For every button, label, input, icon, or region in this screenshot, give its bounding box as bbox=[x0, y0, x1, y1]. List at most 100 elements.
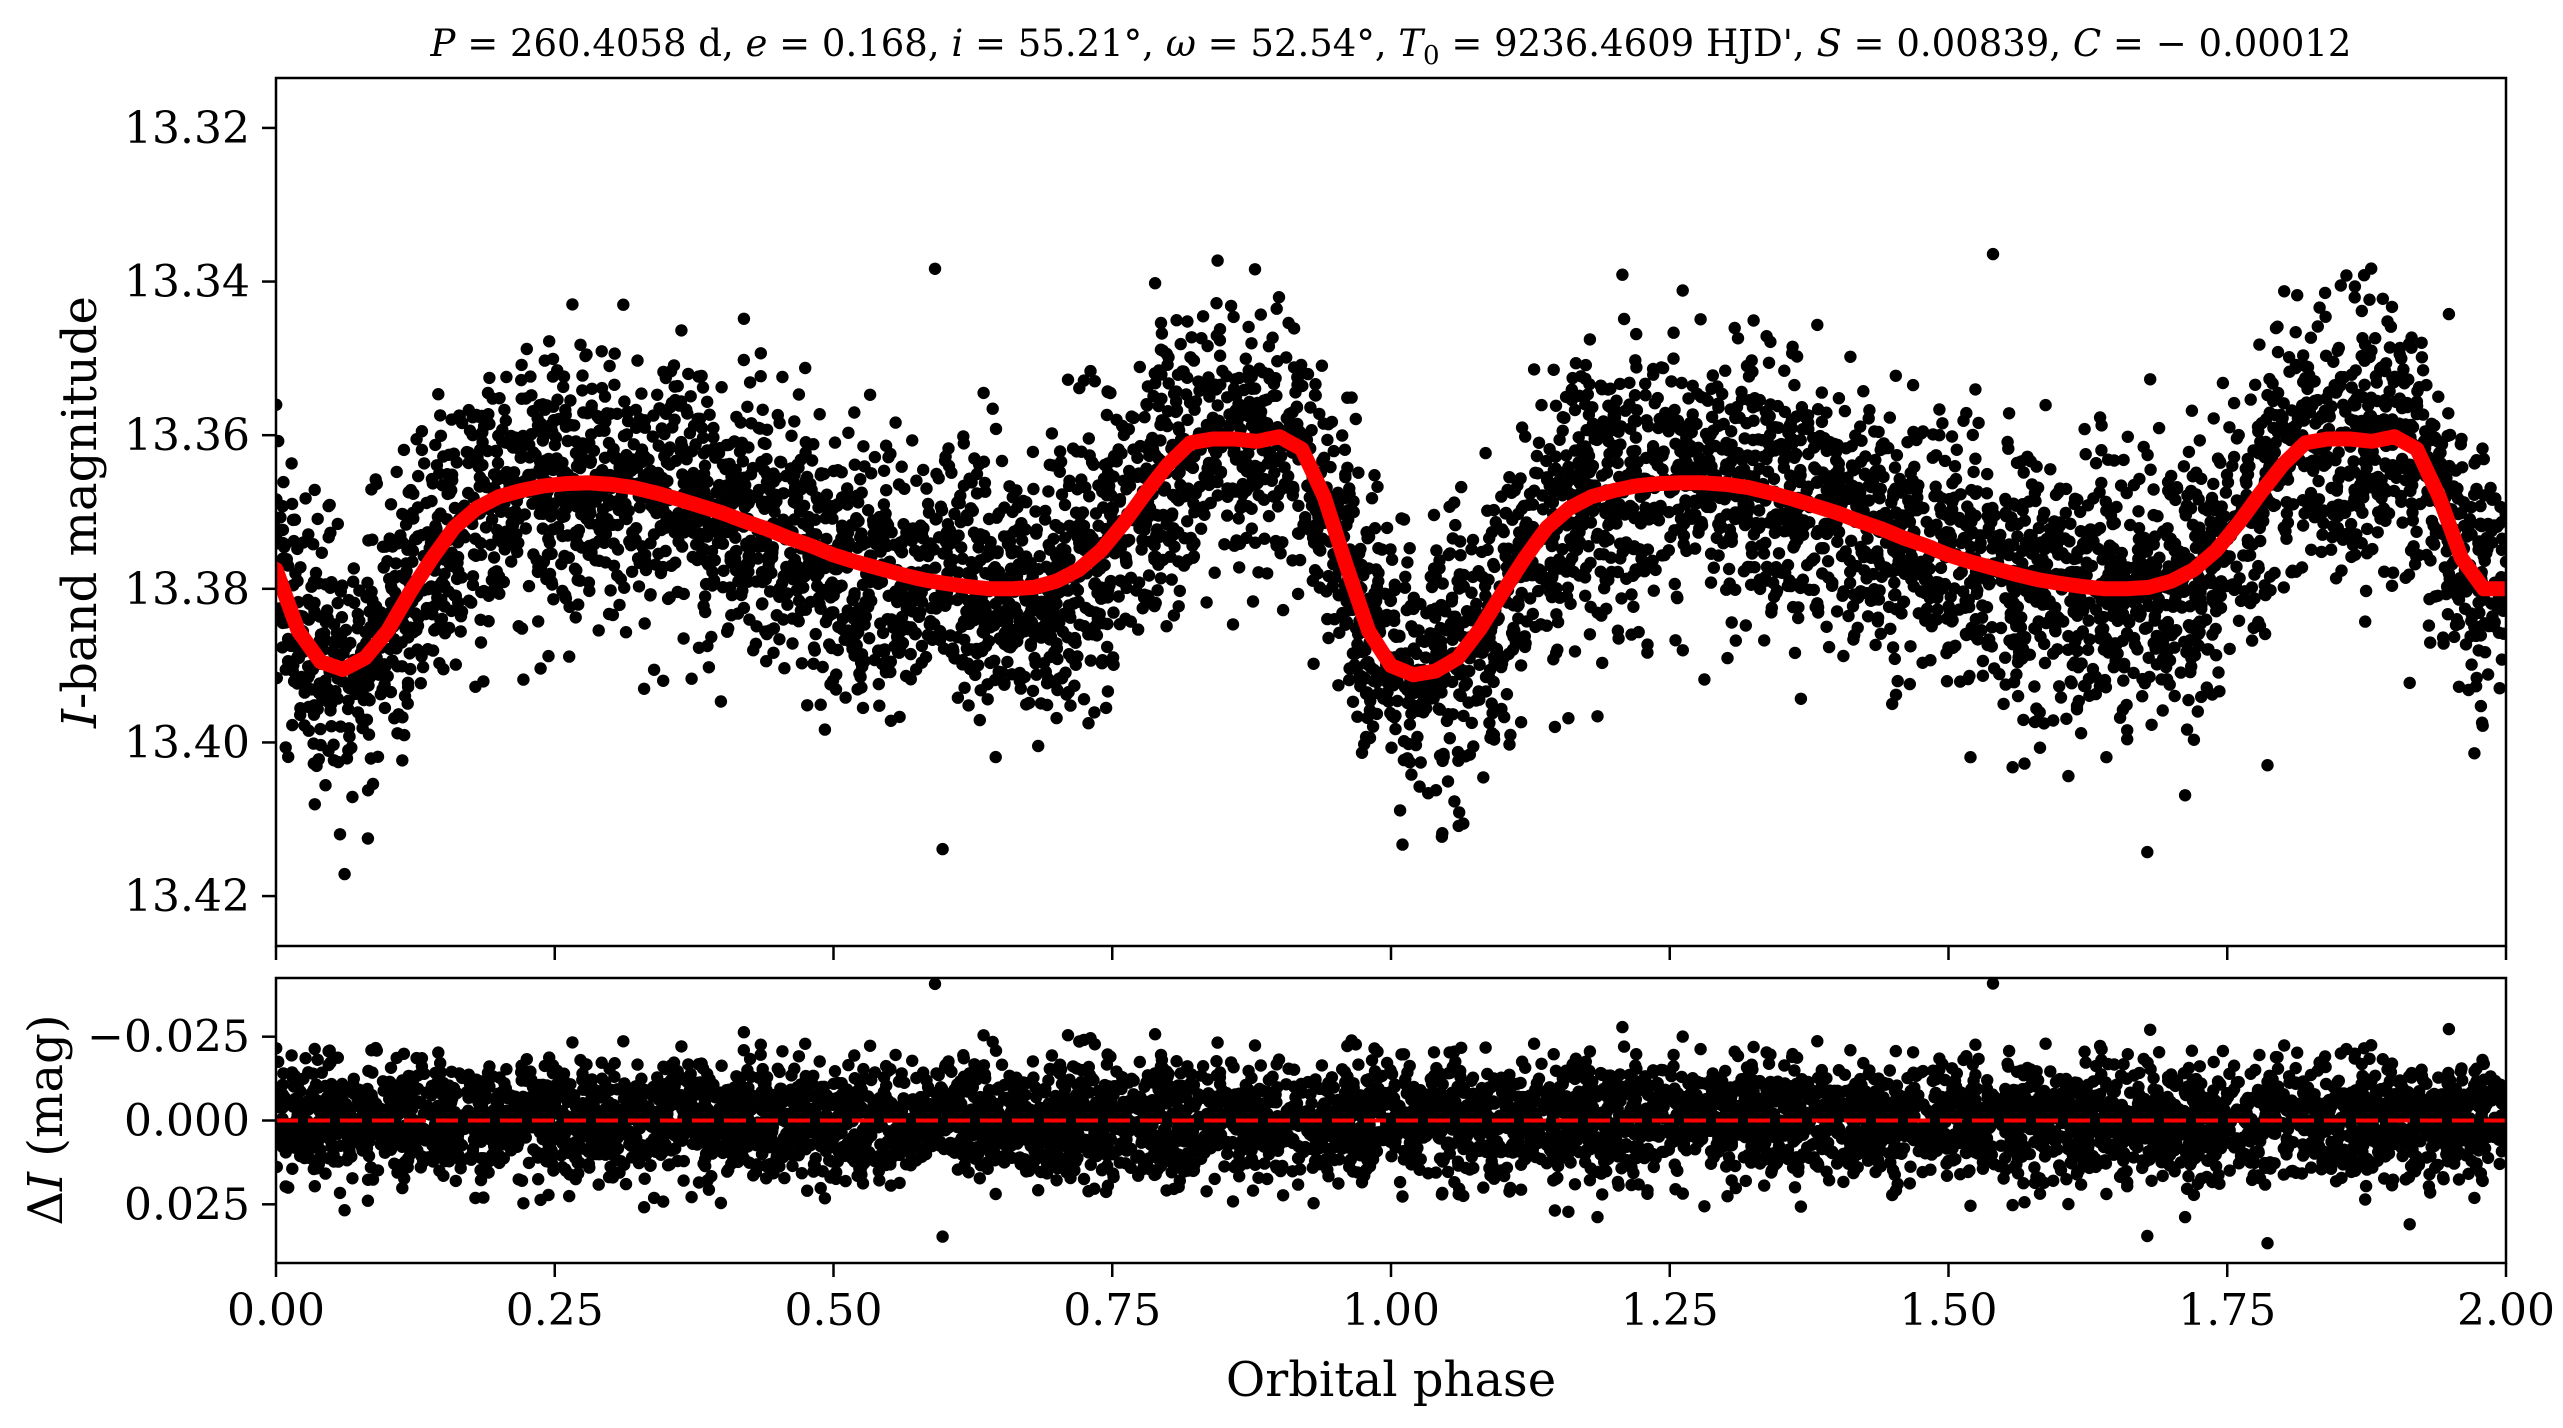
observation-point bbox=[998, 678, 1011, 691]
observation-point bbox=[635, 455, 649, 469]
observation-point bbox=[2078, 422, 2091, 436]
observation-point bbox=[515, 622, 529, 635]
observation-point bbox=[436, 479, 449, 492]
observation-point bbox=[536, 522, 549, 535]
observation-point bbox=[1999, 492, 2012, 506]
observation-point bbox=[1408, 625, 1421, 638]
observation-point bbox=[705, 525, 718, 538]
observation-point bbox=[482, 408, 495, 421]
observation-point bbox=[631, 354, 644, 367]
observation-point bbox=[2311, 393, 2324, 407]
observation-point bbox=[1487, 503, 1501, 517]
observation-point bbox=[1955, 565, 1968, 579]
observation-point bbox=[1517, 499, 1531, 513]
observation-point bbox=[285, 457, 298, 470]
observation-point bbox=[1413, 780, 1426, 793]
observation-point bbox=[2304, 486, 2318, 500]
observation-point bbox=[1465, 586, 1478, 599]
observation-point bbox=[1397, 735, 1411, 748]
observation-point bbox=[525, 389, 538, 402]
observation-point bbox=[1053, 445, 1067, 458]
observation-point bbox=[2023, 648, 2037, 661]
observation-point bbox=[850, 606, 863, 619]
observation-point bbox=[2028, 680, 2041, 693]
observation-point bbox=[1351, 710, 1364, 723]
observation-point bbox=[515, 358, 528, 372]
observation-point bbox=[1453, 806, 1466, 819]
observation-point bbox=[1448, 795, 1461, 808]
observation-point bbox=[1372, 566, 1385, 580]
observation-point bbox=[788, 415, 801, 428]
observation-point bbox=[548, 438, 562, 452]
observation-point bbox=[749, 637, 763, 650]
observation-point bbox=[2280, 507, 2294, 520]
observation-point bbox=[1245, 370, 1258, 383]
observation-point bbox=[2263, 570, 2277, 583]
observation-point bbox=[1341, 391, 1354, 404]
observation-point bbox=[1678, 437, 1692, 451]
observation-point bbox=[1079, 601, 1092, 615]
observation-point bbox=[1026, 445, 1040, 459]
observation-point bbox=[2074, 727, 2088, 740]
observation-point bbox=[336, 579, 349, 592]
observation-point bbox=[347, 562, 360, 575]
observation-point bbox=[2211, 452, 2225, 465]
observation-point bbox=[1933, 429, 1946, 442]
observation-point bbox=[1923, 562, 1936, 575]
observation-point bbox=[1348, 658, 1361, 672]
observation-point bbox=[1548, 720, 1562, 734]
observation-point bbox=[1704, 547, 1718, 560]
observation-point bbox=[1634, 490, 1647, 503]
observation-point bbox=[2111, 647, 2124, 660]
observation-point bbox=[1403, 718, 1417, 731]
observation-point bbox=[2065, 677, 2078, 690]
observation-point bbox=[1651, 391, 1664, 405]
observation-point bbox=[2410, 399, 2424, 413]
observation-point bbox=[1233, 561, 1246, 574]
observation-point bbox=[1694, 313, 1707, 326]
observation-point bbox=[2079, 448, 2092, 461]
observation-point bbox=[2032, 521, 2046, 535]
observation-point bbox=[1579, 589, 1592, 602]
observation-point bbox=[1082, 432, 1096, 445]
observation-point bbox=[1102, 483, 1115, 496]
observation-point bbox=[826, 512, 839, 525]
observation-point bbox=[331, 517, 344, 531]
observation-point bbox=[2144, 463, 2157, 476]
observation-point bbox=[1547, 363, 1560, 376]
observation-point bbox=[736, 584, 749, 597]
observation-point bbox=[1326, 580, 1339, 593]
observation-point bbox=[1613, 377, 1627, 391]
observation-point bbox=[1168, 540, 1181, 553]
observation-point bbox=[2335, 564, 2348, 577]
observation-point bbox=[1679, 498, 1692, 511]
observation-point bbox=[1707, 561, 1721, 574]
observation-point bbox=[1888, 576, 1901, 589]
observation-point bbox=[2330, 484, 2343, 497]
observation-point bbox=[707, 421, 720, 435]
observation-point bbox=[1142, 569, 1156, 582]
observation-point bbox=[2062, 769, 2075, 783]
observation-point bbox=[2034, 630, 2047, 643]
observation-point bbox=[1103, 579, 1116, 592]
observation-point bbox=[921, 497, 935, 511]
observation-point bbox=[2117, 453, 2130, 467]
observation-point bbox=[786, 637, 799, 650]
observation-point bbox=[2244, 393, 2257, 406]
observation-point bbox=[1583, 628, 1597, 641]
observation-point bbox=[2123, 616, 2136, 629]
observation-point bbox=[988, 654, 1001, 667]
observation-point bbox=[1295, 358, 1308, 372]
observation-point bbox=[2347, 455, 2360, 468]
observation-point bbox=[1912, 479, 1925, 492]
observation-point bbox=[785, 429, 798, 442]
observation-point bbox=[813, 597, 826, 611]
observation-point bbox=[314, 722, 327, 736]
observation-point bbox=[582, 576, 596, 589]
observation-point bbox=[2000, 509, 2013, 523]
observation-point bbox=[2207, 477, 2220, 491]
observation-point bbox=[1568, 645, 1582, 658]
observation-point bbox=[2267, 499, 2280, 513]
observation-point bbox=[1626, 445, 1639, 458]
observation-point bbox=[750, 620, 763, 633]
